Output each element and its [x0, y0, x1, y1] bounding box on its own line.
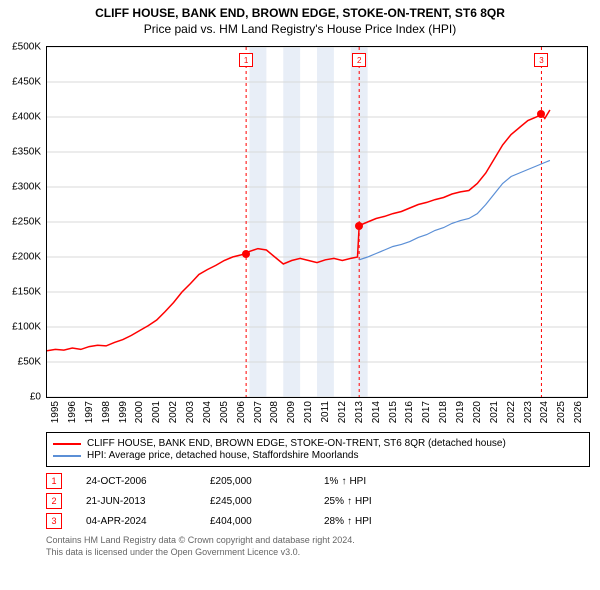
footnote-line: Contains HM Land Registry data © Crown c… [46, 535, 590, 547]
x-tick-label: 1999 [118, 401, 129, 423]
sale-point-dot [355, 222, 363, 230]
sale-point-dot [242, 250, 250, 258]
x-tick-label: 2002 [168, 401, 179, 423]
sale-marker-icon: 1 [46, 473, 62, 489]
y-tick-label: £450K [12, 77, 41, 88]
y-tick-label: £250K [12, 217, 41, 228]
x-tick-label: 2019 [455, 401, 466, 423]
sale-date: 04-APR-2024 [86, 516, 186, 527]
sale-marker-icon: 3 [46, 513, 62, 529]
chart-subtitle: Price paid vs. HM Land Registry's House … [0, 22, 600, 36]
y-tick-label: £300K [12, 182, 41, 193]
x-tick-label: 2006 [236, 401, 247, 423]
x-tick-label: 2013 [354, 401, 365, 423]
legend-swatch-hpi [53, 455, 81, 457]
x-tick-label: 2015 [388, 401, 399, 423]
sale-price: £245,000 [210, 496, 300, 507]
x-tick-label: 2008 [269, 401, 280, 423]
legend-item: HPI: Average price, detached house, Staf… [53, 450, 583, 461]
sale-date: 21-JUN-2013 [86, 496, 186, 507]
chart-sale-marker: 2 [352, 53, 366, 67]
legend-swatch-property [53, 443, 81, 445]
sale-diff: 25% ↑ HPI [324, 496, 372, 507]
x-tick-label: 2012 [337, 401, 348, 423]
price-chart: £0£50K£100K£150K£200K£250K£300K£350K£400… [46, 46, 588, 398]
legend-label: CLIFF HOUSE, BANK END, BROWN EDGE, STOKE… [87, 438, 506, 449]
x-tick-label: 2017 [421, 401, 432, 423]
y-tick-label: £0 [30, 392, 41, 403]
sale-diff: 1% ↑ HPI [324, 476, 366, 487]
sale-marker-icon: 2 [46, 493, 62, 509]
sales-row: 2 21-JUN-2013 £245,000 25% ↑ HPI [46, 493, 590, 509]
sale-price: £404,000 [210, 516, 300, 527]
chart-sale-marker: 3 [534, 53, 548, 67]
up-arrow-icon: ↑ [347, 516, 352, 527]
x-tick-label: 2020 [472, 401, 483, 423]
up-arrow-icon: ↑ [341, 476, 346, 487]
y-tick-label: £350K [12, 147, 41, 158]
x-tick-label: 2000 [134, 401, 145, 423]
footnote-line: This data is licensed under the Open Gov… [46, 547, 590, 559]
x-tick-label: 2025 [556, 401, 567, 423]
x-tick-label: 2024 [539, 401, 550, 423]
x-tick-label: 2003 [185, 401, 196, 423]
x-tick-label: 2007 [253, 401, 264, 423]
sale-date: 24-OCT-2006 [86, 476, 186, 487]
sale-point-dot [537, 110, 545, 118]
y-tick-label: £200K [12, 252, 41, 263]
sales-table: 1 24-OCT-2006 £205,000 1% ↑ HPI 2 21-JUN… [46, 473, 590, 529]
legend-label: HPI: Average price, detached house, Staf… [87, 450, 358, 461]
x-tick-label: 2023 [523, 401, 534, 423]
x-tick-label: 2001 [151, 401, 162, 423]
x-tick-label: 2011 [320, 401, 331, 423]
x-tick-label: 2004 [202, 401, 213, 423]
chart-title: CLIFF HOUSE, BANK END, BROWN EDGE, STOKE… [0, 6, 600, 20]
sales-row: 3 04-APR-2024 £404,000 28% ↑ HPI [46, 513, 590, 529]
legend: CLIFF HOUSE, BANK END, BROWN EDGE, STOKE… [46, 432, 590, 467]
x-tick-label: 2005 [219, 401, 230, 423]
x-tick-label: 2022 [506, 401, 517, 423]
sale-diff: 28% ↑ HPI [324, 516, 372, 527]
y-tick-label: £500K [12, 42, 41, 53]
x-tick-label: 1995 [50, 401, 61, 423]
x-tick-label: 1997 [84, 401, 95, 423]
x-tick-label: 2021 [489, 401, 500, 423]
x-tick-label: 2009 [286, 401, 297, 423]
x-tick-label: 2018 [438, 401, 449, 423]
x-tick-label: 1998 [101, 401, 112, 423]
footnote: Contains HM Land Registry data © Crown c… [46, 535, 590, 558]
y-tick-label: £100K [12, 322, 41, 333]
x-tick-label: 2016 [404, 401, 415, 423]
chart-sale-marker: 1 [239, 53, 253, 67]
legend-item: CLIFF HOUSE, BANK END, BROWN EDGE, STOKE… [53, 438, 583, 449]
up-arrow-icon: ↑ [347, 496, 352, 507]
y-tick-label: £150K [12, 287, 41, 298]
y-tick-label: £50K [18, 357, 41, 368]
x-tick-label: 2026 [573, 401, 584, 423]
sales-row: 1 24-OCT-2006 £205,000 1% ↑ HPI [46, 473, 590, 489]
y-tick-label: £400K [12, 112, 41, 123]
title-block: CLIFF HOUSE, BANK END, BROWN EDGE, STOKE… [0, 0, 600, 36]
x-tick-label: 2010 [303, 401, 314, 423]
sale-price: £205,000 [210, 476, 300, 487]
x-tick-label: 1996 [67, 401, 78, 423]
x-tick-label: 2014 [371, 401, 382, 423]
